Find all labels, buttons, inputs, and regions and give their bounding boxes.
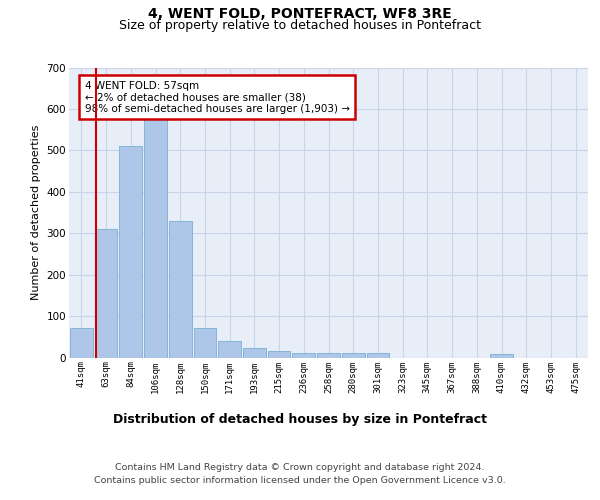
- Text: Contains HM Land Registry data © Crown copyright and database right 2024.: Contains HM Land Registry data © Crown c…: [115, 462, 485, 471]
- Bar: [95, 229, 118, 358]
- Bar: [317, 354, 340, 358]
- Bar: [490, 354, 513, 358]
- Text: Size of property relative to detached houses in Pontefract: Size of property relative to detached ho…: [119, 19, 481, 32]
- Text: Distribution of detached houses by size in Pontefract: Distribution of detached houses by size …: [113, 412, 487, 426]
- Text: Contains public sector information licensed under the Open Government Licence v3: Contains public sector information licen…: [94, 476, 506, 485]
- Bar: [292, 354, 315, 358]
- Text: 4 WENT FOLD: 57sqm
← 2% of detached houses are smaller (38)
98% of semi-detached: 4 WENT FOLD: 57sqm ← 2% of detached hous…: [85, 80, 350, 114]
- Bar: [243, 348, 266, 358]
- Bar: [218, 341, 241, 357]
- Bar: [268, 352, 290, 358]
- Text: 4, WENT FOLD, PONTEFRACT, WF8 3RE: 4, WENT FOLD, PONTEFRACT, WF8 3RE: [148, 8, 452, 22]
- Bar: [342, 354, 365, 358]
- Bar: [194, 328, 216, 358]
- Y-axis label: Number of detached properties: Number of detached properties: [31, 125, 41, 300]
- Bar: [144, 120, 167, 358]
- Bar: [119, 146, 142, 358]
- Bar: [70, 328, 93, 358]
- Bar: [367, 354, 389, 358]
- Bar: [169, 221, 191, 358]
